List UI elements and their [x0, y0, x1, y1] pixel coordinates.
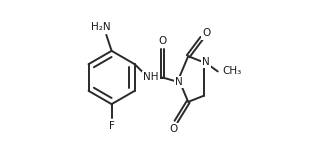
Text: N: N [202, 57, 210, 67]
Text: CH₃: CH₃ [223, 66, 242, 76]
Text: O: O [158, 36, 167, 46]
Text: F: F [109, 121, 115, 131]
Text: O: O [202, 28, 210, 38]
Text: N: N [175, 77, 183, 87]
Text: O: O [169, 124, 177, 134]
Text: NH: NH [143, 73, 159, 82]
Text: H₂N: H₂N [91, 22, 111, 31]
